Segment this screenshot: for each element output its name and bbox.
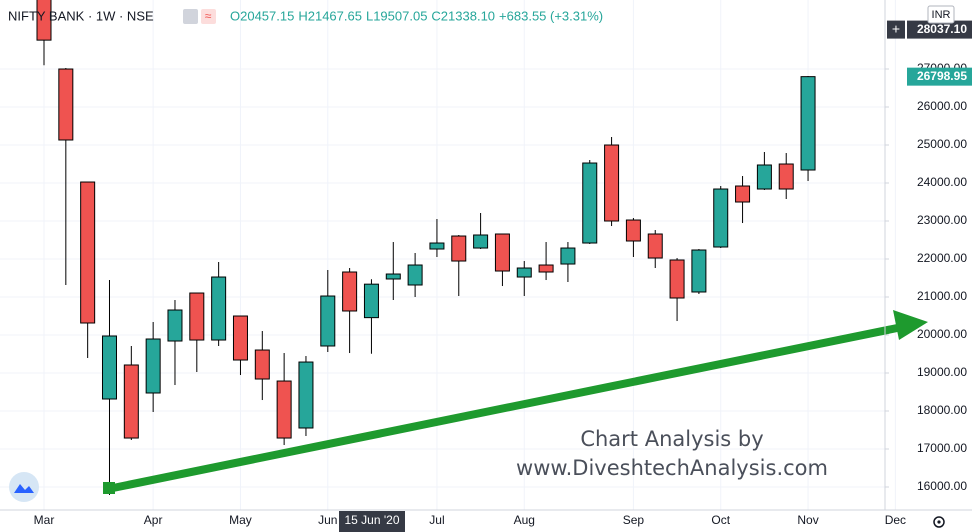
ohlc-value: +683.55 (+3.31%)	[499, 8, 603, 23]
candle-body	[342, 271, 358, 312]
candle-body	[211, 276, 227, 341]
y-tick-label: 22000.00	[917, 251, 967, 265]
candle-body	[232, 315, 248, 361]
candle-body	[735, 185, 751, 203]
ohlc-value: O20457.15	[230, 8, 294, 23]
candle-body	[647, 233, 663, 259]
y-tick-label: 16000.00	[917, 479, 967, 493]
ohlc-value: H21467.65	[298, 8, 362, 23]
candle-body	[58, 68, 74, 141]
candle-body	[451, 235, 467, 262]
candle-body	[80, 181, 96, 324]
candle-body	[473, 234, 489, 249]
candle-body	[429, 242, 445, 250]
x-tick-label: Apr	[144, 513, 163, 527]
candle-body	[691, 249, 707, 293]
candle-body	[800, 76, 816, 171]
ohlc-value: L19507.05	[366, 8, 427, 23]
currency-box[interactable]	[927, 5, 955, 24]
y-tick-label: 23000.00	[917, 213, 967, 227]
y-tick-label: 20000.00	[917, 327, 967, 341]
x-tick-label: Jun	[318, 513, 337, 527]
candle-body	[363, 283, 379, 319]
y-tick-label: 19000.00	[917, 365, 967, 379]
y-tick-label: 24000.00	[917, 175, 967, 189]
x-tick-label: Aug	[514, 513, 535, 527]
header-icons: ≈	[183, 9, 216, 24]
candle-body	[582, 162, 598, 244]
svg-text:≈: ≈	[205, 9, 212, 23]
candle-body	[385, 273, 401, 280]
ohlc-value: C21338.10	[431, 8, 495, 23]
candle-body	[145, 338, 161, 394]
candle-body	[101, 335, 117, 400]
y-tick-label: 26000.00	[917, 99, 967, 113]
x-tick-label: Jul	[429, 513, 444, 527]
candle-body	[625, 219, 641, 242]
candle-body	[604, 144, 620, 222]
crosshair-plus-sign: +	[892, 20, 900, 36]
y-tick-label: 17000.00	[917, 441, 967, 455]
watermark-line: www.DiveshtechAnalysis.com	[516, 456, 828, 480]
price-labels: 26798.95 + 28037.10	[887, 20, 972, 86]
candle-body	[123, 364, 139, 439]
crosshair-price-box	[907, 20, 972, 39]
candle-body	[669, 259, 685, 299]
x-tick-label: May	[229, 513, 252, 527]
crosshair-date: 15 Jun '20	[344, 513, 399, 527]
candle-body	[713, 188, 729, 248]
candle-body	[756, 164, 772, 190]
candle-body	[276, 380, 292, 439]
ohlc-legend: O20457.15 H21467.65 L19507.05 C21338.10 +683…	[230, 8, 603, 23]
watermark-line: Chart Analysis by	[580, 427, 763, 451]
candle-body	[516, 267, 532, 278]
candle-body	[407, 264, 423, 286]
candle-body	[254, 349, 270, 380]
currency: INR	[932, 9, 951, 21]
x-tick-label: Sep	[623, 513, 645, 527]
candles	[36, 0, 816, 495]
candle-body	[494, 233, 510, 272]
logo[interactable]	[9, 472, 39, 502]
crosshair-plus	[887, 20, 905, 39]
y-tick-label: 25000.00	[917, 137, 967, 151]
price-axis: 16000.00 17000.00 18000.00 19000.00 20000.00…	[885, 61, 967, 493]
candle-body	[560, 247, 576, 265]
candle-body	[167, 309, 183, 342]
x-tick-label: Oct	[711, 513, 730, 527]
candle-body	[298, 361, 314, 429]
x-tick-label: Nov	[797, 513, 818, 527]
last-price-box	[907, 67, 972, 86]
y-tick-label: 21000.00	[917, 289, 967, 303]
candle-body	[36, 0, 52, 41]
candle-body	[320, 295, 336, 347]
candle-body	[189, 292, 205, 341]
settings-icon[interactable]	[933, 516, 945, 528]
symbol: NIFTY BANK · 1W · NSE	[8, 8, 154, 23]
crosshair-price: 28037.10	[917, 22, 967, 36]
candle-body	[778, 163, 794, 190]
candle-body	[538, 264, 554, 273]
trend-arrow	[103, 310, 928, 494]
last-price: 26798.95	[917, 69, 967, 83]
crosshair-date-box	[339, 511, 405, 532]
grid	[0, 0, 896, 510]
x-tick-label: Dec	[885, 513, 906, 527]
y-tick-label: 18000.00	[917, 403, 967, 417]
x-tick-label: Mar	[34, 513, 55, 527]
